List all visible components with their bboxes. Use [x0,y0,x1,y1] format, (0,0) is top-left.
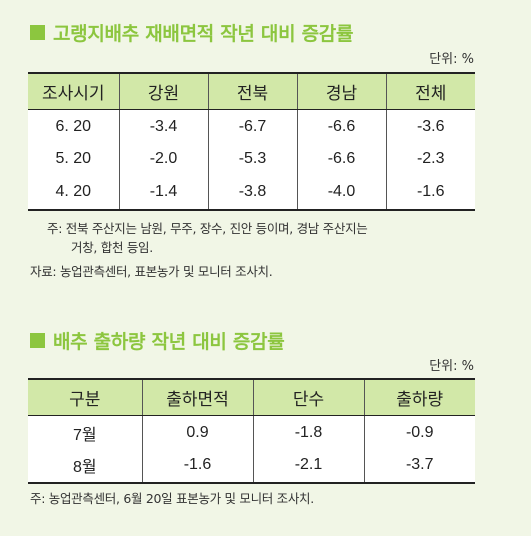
table-cell: -1.4 [118,175,208,211]
table-cell: -6.6 [296,142,386,175]
section2-title-text: 배추 출하량 작년 대비 증감률 [53,331,285,353]
col-header: 강원 [118,72,208,110]
table-cell: -1.6 [385,175,475,211]
table-cell: -5.3 [207,142,297,175]
section1-title-text: 고랭지배추 재배면적 작년 대비 증감률 [53,23,354,45]
section2-unit: 단위: % [429,359,474,374]
col-header: 단수 [252,378,364,416]
table-header-row: 구분 출하면적 단수 출하량 [28,378,475,416]
table-cell: 8월 [28,448,142,484]
section2-title: 배추 출하량 작년 대비 증감률 [30,327,285,354]
table-row: 5. 20 -2.0 -5.3 -6.6 -2.3 [28,142,475,175]
col-header: 출하면적 [141,378,253,416]
table-cell: -2.0 [118,142,208,175]
col-header: 경남 [296,72,386,110]
table-cell: 4. 20 [28,175,119,211]
footnote-line: 주: 전북 주산지는 남원, 무주, 장수, 진안 등이며, 경남 주산지는 [47,221,368,236]
table-row: 8월 -1.6 -2.1 -3.7 [28,448,475,484]
table-cell: 6. 20 [28,109,119,142]
col-header: 구분 [28,378,142,416]
table-cell: -4.0 [296,175,386,211]
area-change-table: 조사시기 강원 전북 경남 전체 6. 20 -3.4 -6.7 -6.6 -3… [28,72,475,211]
footnote-line: 거창, 합천 등임. [71,240,153,255]
table-cell: 7월 [28,415,142,448]
section1-source: 자료: 농업관측센터, 표본농가 및 모니터 조사치. [30,264,273,279]
col-header: 전북 [207,72,297,110]
section1-unit: 단위: % [429,52,474,67]
table-row: 4. 20 -1.4 -3.8 -4.0 -1.6 [28,175,475,211]
table-cell: 5. 20 [28,142,119,175]
table-row: 7월 0.9 -1.8 -0.9 [28,415,475,448]
table-cell: -2.3 [385,142,475,175]
bullet-square-icon [30,25,45,40]
table-cell: 0.9 [141,415,253,448]
shipment-change-table: 구분 출하면적 단수 출하량 7월 0.9 -1.8 -0.9 8월 -1.6 … [28,378,475,484]
table-cell: -3.6 [385,109,475,142]
section2-footnote: 주: 농업관측센터, 6월 20일 표본농가 및 모니터 조사치. [30,491,314,506]
table-row: 6. 20 -3.4 -6.7 -6.6 -3.6 [28,109,475,142]
table-cell: -3.4 [118,109,208,142]
table-cell: -3.8 [207,175,297,211]
table-cell: -6.6 [296,109,386,142]
table-cell: -1.6 [141,448,253,484]
col-header: 조사시기 [28,72,119,110]
bullet-square-icon [30,333,45,348]
col-header: 전체 [385,72,475,110]
table-header-row: 조사시기 강원 전북 경남 전체 [28,72,475,110]
section1-title: 고랭지배추 재배면적 작년 대비 증감률 [30,19,353,46]
table-cell: -1.8 [252,415,364,448]
col-header: 출하량 [363,378,475,416]
table-cell: -6.7 [207,109,297,142]
table-cell: -2.1 [252,448,364,484]
section1-footnote: 주: 전북 주산지는 남원, 무주, 장수, 진안 등이며, 경남 주산지는 거… [47,219,368,257]
table-cell: -3.7 [363,448,475,484]
table-cell: -0.9 [363,415,475,448]
